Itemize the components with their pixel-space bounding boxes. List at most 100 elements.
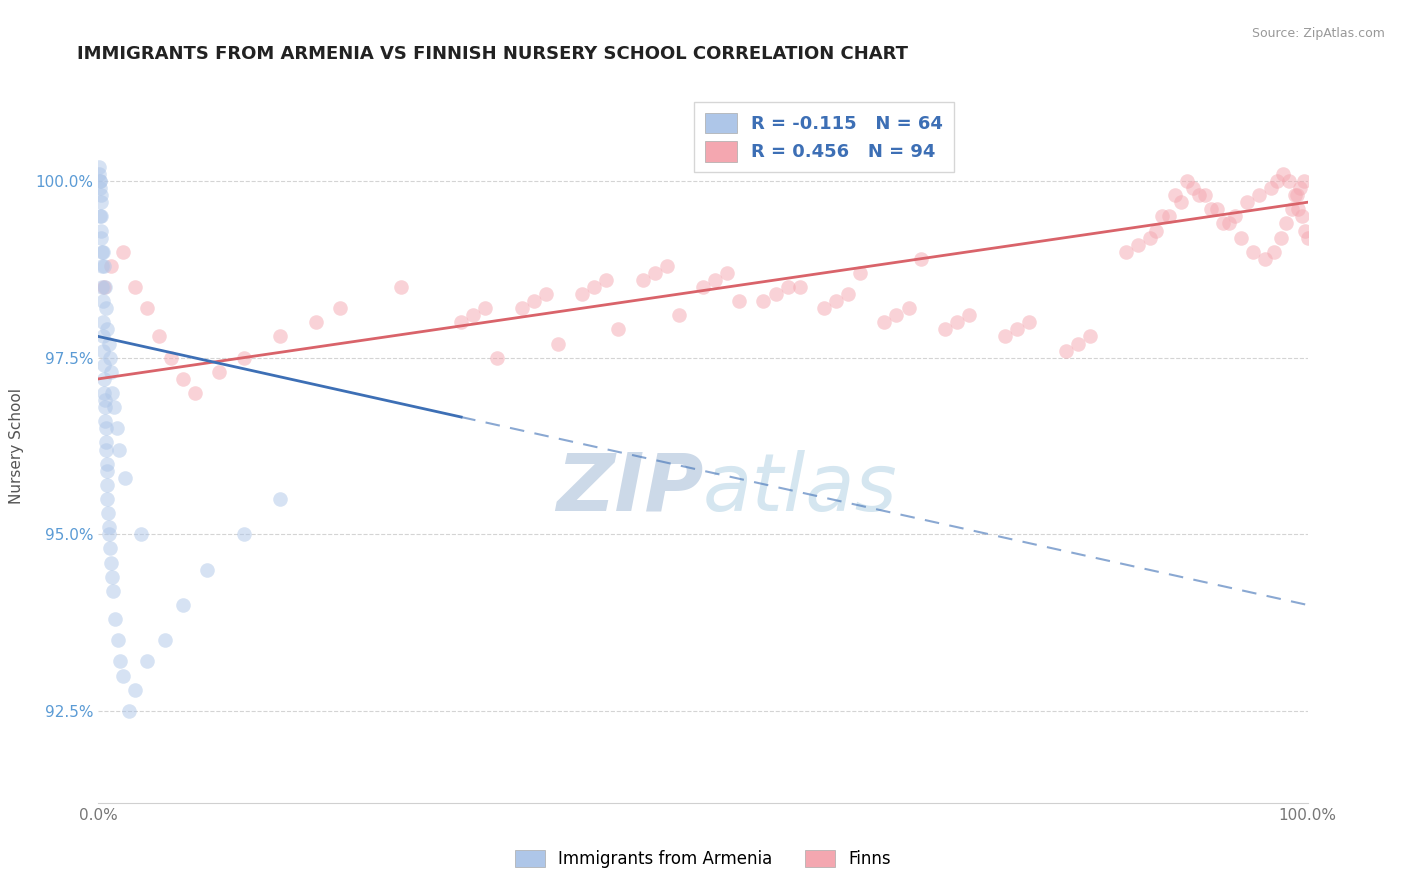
Point <box>94 435 117 450</box>
Point <box>172 598 194 612</box>
Point <box>98 527 121 541</box>
Point <box>96 464 118 478</box>
Point <box>96 442 118 457</box>
Point <box>105 421 128 435</box>
Point <box>96 301 118 316</box>
Point <box>463 308 485 322</box>
Point <box>897 301 920 316</box>
Point <box>474 301 496 316</box>
Point <box>1241 244 1264 259</box>
Point <box>232 527 254 541</box>
Point <box>269 491 291 506</box>
Point <box>1286 202 1309 217</box>
Point <box>103 400 125 414</box>
Point <box>98 541 121 556</box>
Point <box>305 315 328 329</box>
Point <box>1128 237 1150 252</box>
Point <box>100 556 122 570</box>
Point <box>101 583 124 598</box>
Point <box>93 259 115 273</box>
Point <box>97 336 120 351</box>
Point <box>1163 188 1185 202</box>
Point <box>1281 202 1303 217</box>
Point <box>93 358 115 372</box>
Point <box>776 280 799 294</box>
Point <box>1054 343 1077 358</box>
Point <box>96 491 118 506</box>
Point <box>583 280 606 294</box>
Point <box>1078 329 1101 343</box>
Point <box>153 633 176 648</box>
Point <box>87 160 110 174</box>
Point <box>1289 181 1312 195</box>
Point <box>89 181 111 195</box>
Point <box>644 266 666 280</box>
Point <box>184 386 207 401</box>
Point <box>91 280 114 294</box>
Point <box>668 308 690 322</box>
Point <box>90 223 112 237</box>
Point <box>765 287 787 301</box>
Point <box>547 336 569 351</box>
Point <box>91 259 114 273</box>
Point <box>100 570 122 584</box>
Point <box>1267 174 1289 188</box>
Point <box>1278 174 1301 188</box>
Point <box>96 478 118 492</box>
Point <box>1296 230 1319 244</box>
Point <box>692 280 714 294</box>
Point <box>510 301 533 316</box>
Point <box>124 682 146 697</box>
Point <box>1218 216 1240 230</box>
Point <box>129 527 152 541</box>
Point <box>135 655 157 669</box>
Point <box>813 301 835 316</box>
Point <box>728 294 751 309</box>
Point <box>631 273 654 287</box>
Point <box>98 351 121 365</box>
Point <box>97 520 120 534</box>
Legend: Immigrants from Armenia, Finns: Immigrants from Armenia, Finns <box>508 843 898 875</box>
Legend: R = -0.115   N = 64, R = 0.456   N = 94: R = -0.115 N = 64, R = 0.456 N = 94 <box>693 102 955 172</box>
Point <box>124 280 146 294</box>
Point <box>90 244 112 259</box>
Point <box>208 365 231 379</box>
Point <box>118 704 141 718</box>
Point <box>93 386 115 401</box>
Point <box>232 351 254 365</box>
Point <box>873 315 896 329</box>
Point <box>1181 181 1204 195</box>
Point <box>523 294 546 309</box>
Point <box>1236 195 1258 210</box>
Point <box>101 386 124 401</box>
Point <box>91 244 114 259</box>
Point <box>1285 188 1308 202</box>
Point <box>910 252 932 266</box>
Point <box>1212 216 1234 230</box>
Point <box>486 351 509 365</box>
Point <box>1284 188 1306 202</box>
Point <box>946 315 969 329</box>
Point <box>716 266 738 280</box>
Point <box>994 329 1017 343</box>
Point <box>1007 322 1029 336</box>
Point <box>571 287 593 301</box>
Point <box>135 301 157 316</box>
Text: Source: ZipAtlas.com: Source: ZipAtlas.com <box>1251 27 1385 40</box>
Point <box>534 287 557 301</box>
Point <box>104 612 127 626</box>
Point <box>108 655 131 669</box>
Point <box>1223 210 1246 224</box>
Point <box>108 442 131 457</box>
Point <box>96 322 118 336</box>
Point <box>89 174 111 188</box>
Point <box>172 372 194 386</box>
Point <box>1175 174 1198 188</box>
Point <box>1291 210 1313 224</box>
Point <box>1115 244 1137 259</box>
Point <box>1139 230 1161 244</box>
Point <box>91 315 114 329</box>
Point <box>934 322 956 336</box>
Point <box>825 294 848 309</box>
Point <box>1157 210 1180 224</box>
